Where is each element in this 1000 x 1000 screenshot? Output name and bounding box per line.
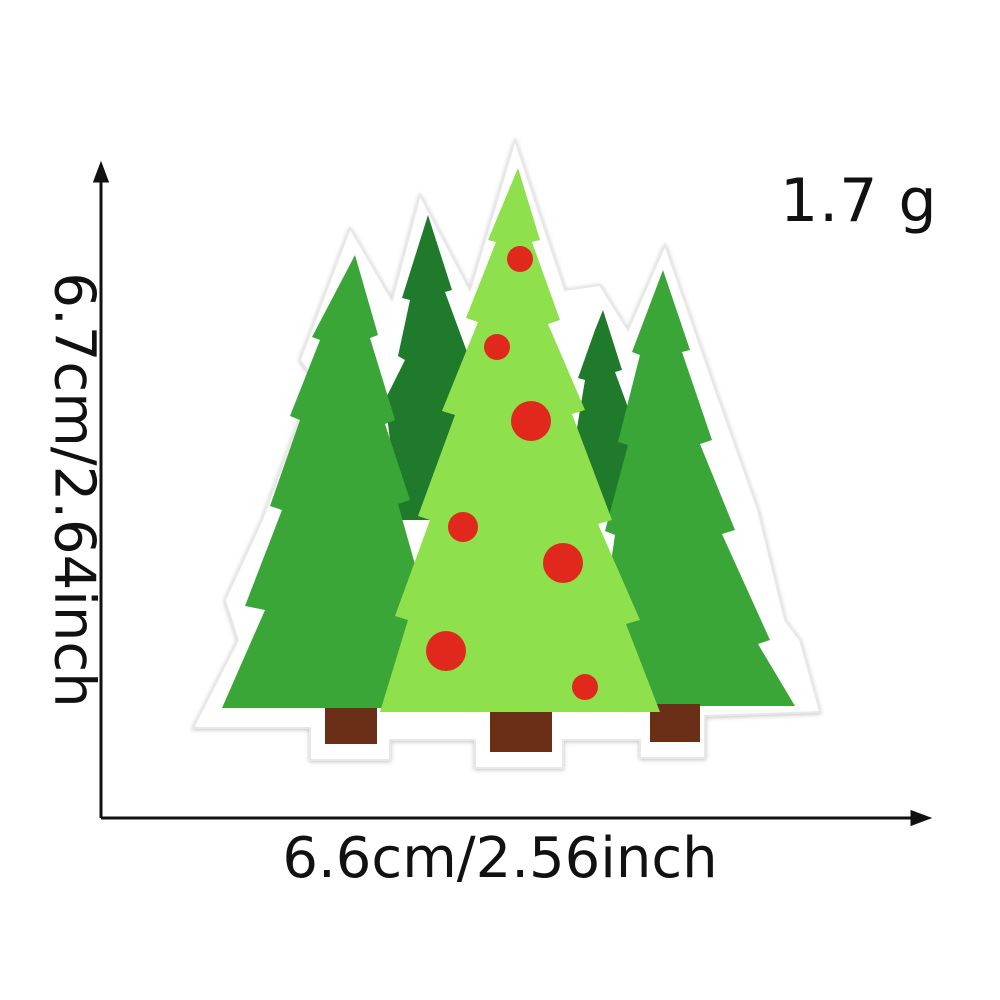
green-tree-left [222,255,440,744]
ornament [572,674,598,700]
ornament [507,246,533,272]
horizontal-arrow-icon [910,809,933,827]
dimension-axes [92,160,933,827]
weight-label: 1.7 g [780,166,938,236]
ornament [484,334,510,360]
height-dimension-label: 6.7cm/2.64inch [41,272,107,708]
width-dimension-label: 6.6cm/2.56inch [282,826,718,891]
ornament [448,512,478,542]
ornament [543,543,583,583]
ornaments [426,246,598,700]
ornament [426,631,466,671]
trunk-left [325,708,377,744]
ornament [511,401,551,441]
trunk-center [490,712,552,752]
light-tree-center [380,168,660,752]
vertical-arrow-icon [92,160,110,183]
